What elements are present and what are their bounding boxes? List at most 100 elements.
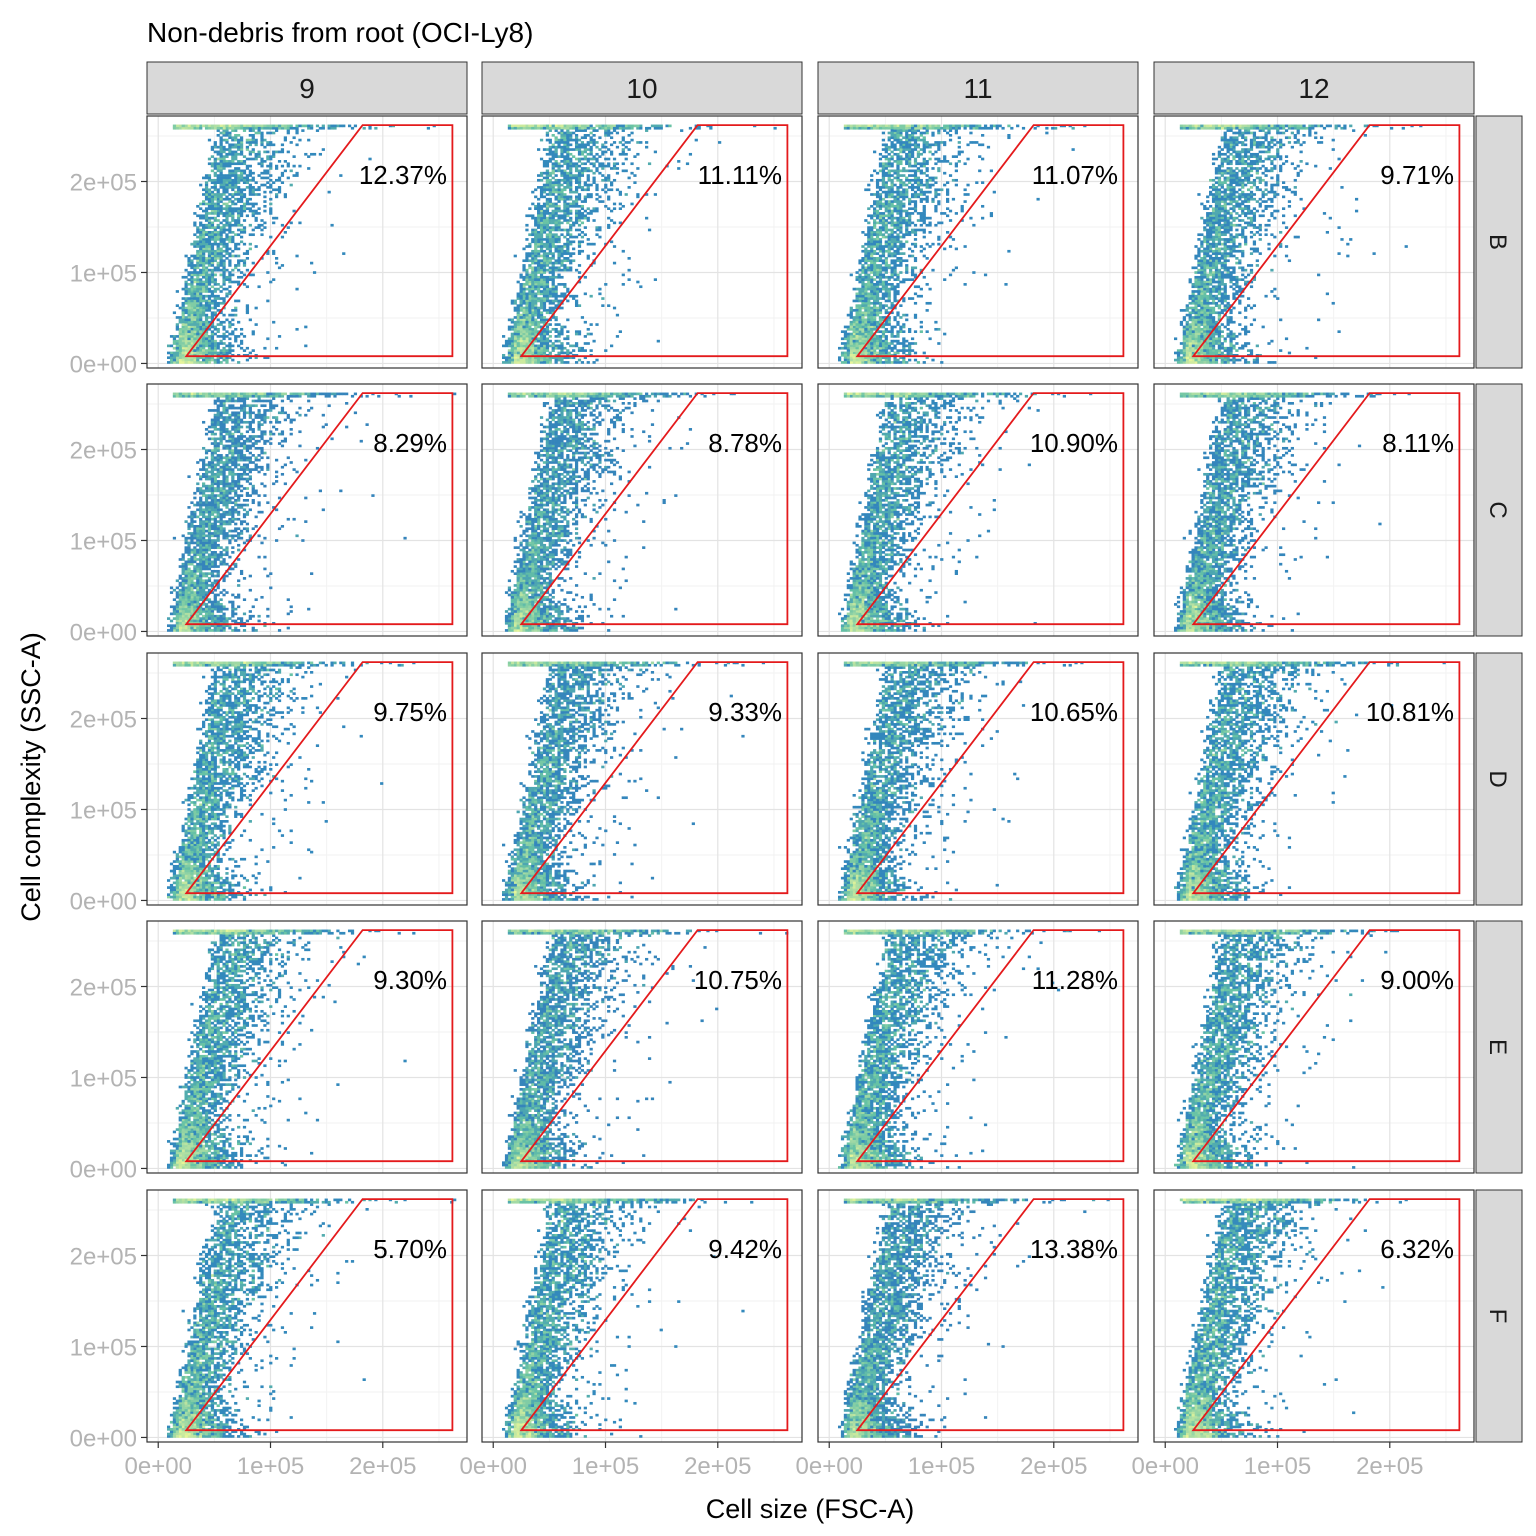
density-bin — [210, 342, 214, 345]
density-bin — [902, 356, 906, 360]
density-bin — [855, 278, 859, 281]
density-bin — [231, 155, 235, 158]
density-bin — [978, 126, 982, 130]
density-bin — [181, 304, 185, 307]
density-bin — [586, 342, 590, 345]
density-bin — [204, 223, 209, 227]
density-bin — [248, 134, 252, 137]
density-bin — [846, 313, 850, 317]
density-bin — [542, 264, 547, 267]
density-bin — [893, 134, 897, 137]
density-bin — [902, 141, 906, 144]
density-bin — [216, 268, 220, 272]
density-bin — [569, 136, 573, 140]
density-bin — [539, 356, 544, 360]
density-bin — [242, 228, 247, 232]
density-bin — [528, 306, 532, 310]
density-bin — [196, 316, 200, 319]
density-bin — [858, 309, 862, 312]
density-bin — [858, 316, 862, 319]
density-bin — [881, 273, 885, 277]
density-bin — [239, 141, 244, 144]
density-bin — [577, 252, 582, 255]
density-bin — [896, 138, 900, 142]
density-bin — [272, 150, 276, 154]
density-bin — [534, 273, 538, 277]
density-bin — [913, 238, 918, 241]
density-bin — [525, 318, 529, 322]
density-bin — [204, 356, 209, 360]
density-bin — [873, 301, 877, 305]
density-bin — [210, 209, 214, 213]
density-bin — [837, 346, 842, 350]
density-bin — [254, 138, 258, 142]
density-bin — [248, 197, 252, 201]
density-bin — [925, 183, 929, 187]
density-bin — [905, 145, 909, 149]
density-bin — [219, 254, 223, 258]
density-bin — [873, 339, 877, 343]
density-bin — [884, 209, 888, 213]
density-bin — [887, 240, 891, 244]
density-bin — [960, 209, 964, 213]
density-bin — [525, 252, 529, 255]
density-bin — [204, 219, 209, 222]
density-bin — [878, 259, 883, 263]
density-bin — [899, 259, 903, 263]
density-bin — [187, 306, 191, 310]
facet-strip-row-label: E — [1484, 1039, 1511, 1055]
density-bin — [539, 325, 544, 329]
density-bin — [545, 124, 549, 128]
density-bin — [916, 193, 921, 196]
density-bin — [890, 346, 894, 350]
density-bin — [219, 162, 223, 166]
density-bin — [237, 275, 241, 279]
density-bin — [557, 257, 561, 260]
density-bin — [601, 174, 605, 177]
density-bin — [554, 266, 558, 270]
density-bin — [852, 353, 856, 357]
density-bin — [228, 344, 232, 348]
density-bin — [852, 335, 856, 338]
density-bin — [560, 195, 564, 199]
density-bin — [513, 361, 517, 364]
density-bin — [199, 287, 203, 291]
density-bin — [190, 344, 194, 348]
density-bin — [899, 150, 903, 154]
density-bin — [948, 235, 953, 239]
density-bin — [269, 178, 273, 182]
density-bin — [887, 266, 891, 270]
density-bin — [551, 143, 555, 147]
density-bin — [881, 155, 885, 158]
density-bin — [225, 195, 229, 199]
density-bin — [228, 332, 232, 336]
density-bin — [881, 226, 885, 229]
density-bin — [899, 356, 903, 360]
density-bin — [251, 138, 255, 142]
density-bin — [884, 280, 888, 284]
density-bin — [277, 335, 282, 338]
density-bin — [975, 141, 979, 144]
density-bin — [861, 230, 865, 234]
density-bin — [202, 299, 206, 303]
density-bin — [231, 152, 235, 156]
density-bin — [867, 320, 871, 324]
density-bin — [881, 252, 885, 255]
density-bin — [569, 219, 573, 222]
density-bin — [531, 358, 535, 362]
density-bin — [242, 226, 247, 229]
density-bin — [539, 311, 544, 315]
density-bin — [542, 309, 547, 312]
density-bin — [554, 204, 558, 208]
density-bin — [501, 344, 506, 348]
density-bin — [855, 309, 859, 312]
density-bin — [899, 226, 903, 229]
density-bin — [560, 197, 564, 201]
density-bin — [902, 361, 906, 364]
density-bin — [251, 261, 255, 265]
density-bin — [184, 292, 188, 296]
density-bin — [516, 330, 520, 334]
density-bin — [554, 238, 558, 241]
density-bin — [943, 143, 947, 147]
density-bin — [592, 261, 596, 265]
